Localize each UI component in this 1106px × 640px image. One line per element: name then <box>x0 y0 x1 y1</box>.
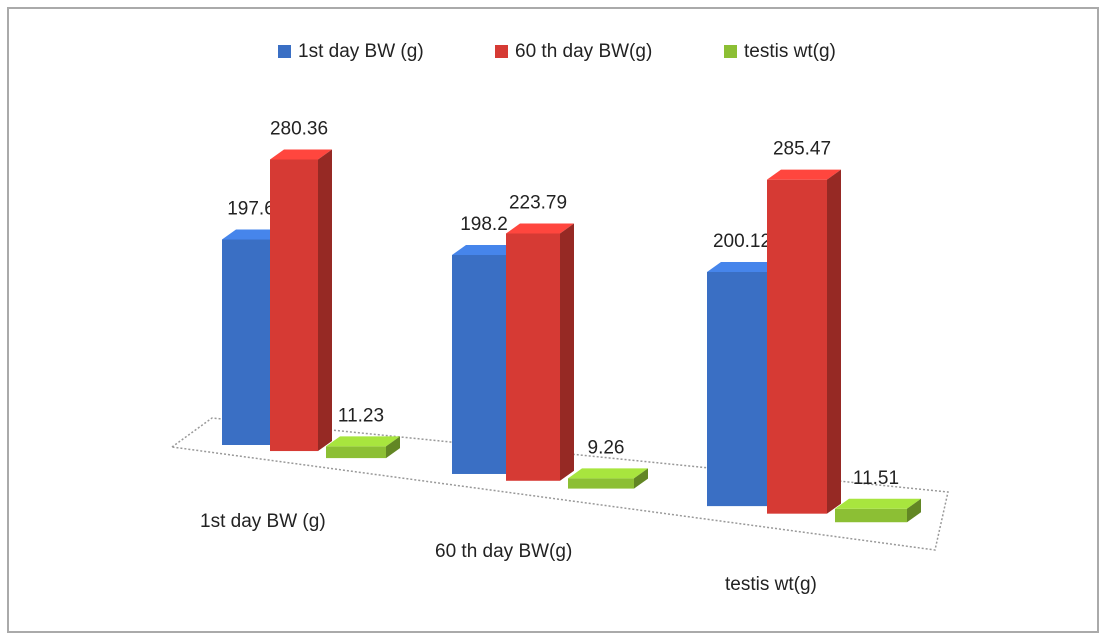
bar <box>326 436 400 459</box>
value-label: 198.2 <box>460 214 508 235</box>
bar-top <box>506 223 574 234</box>
bar-front <box>270 159 318 452</box>
bar-top <box>568 468 648 479</box>
value-label: 280.36 <box>270 118 328 139</box>
bar-front <box>222 239 270 445</box>
bar-front <box>452 254 506 474</box>
value-label: 9.26 <box>588 437 625 458</box>
value-label: 197.6 <box>227 199 275 220</box>
bar-side <box>318 149 332 452</box>
bar-side <box>907 498 921 523</box>
bar-side <box>827 169 841 514</box>
bar <box>767 169 841 514</box>
bar-front <box>326 446 386 459</box>
legend-label: 1st day BW (g) <box>298 41 424 62</box>
bar-front <box>506 233 560 481</box>
bar-side <box>634 468 648 489</box>
value-label: 223.79 <box>509 193 567 214</box>
bar <box>270 149 332 452</box>
legend-swatch <box>278 45 291 58</box>
floor <box>170 417 949 551</box>
legend-label: testis wt(g) <box>744 41 836 62</box>
value-label: 200.12 <box>713 231 771 252</box>
bar-side <box>386 436 400 459</box>
bar-top <box>326 436 400 447</box>
bar-side <box>560 223 574 481</box>
bar-top <box>270 149 332 160</box>
bar <box>835 498 921 523</box>
legend-label: 60 th day BW(g) <box>515 41 652 62</box>
legend-swatch <box>724 45 737 58</box>
category-label: 1st day BW (g) <box>200 511 326 532</box>
bar-top <box>767 169 841 180</box>
bar-top <box>222 229 284 240</box>
legend-swatch <box>495 45 508 58</box>
bar-front <box>568 478 634 489</box>
bar-front <box>767 179 827 514</box>
bar-top <box>452 244 520 255</box>
value-label: 11.51 <box>853 468 899 489</box>
bar-top <box>707 261 781 272</box>
value-label: 285.47 <box>773 139 831 160</box>
bar <box>568 468 648 489</box>
category-label: testis wt(g) <box>725 574 817 595</box>
category-label: 60 th day BW(g) <box>435 541 572 562</box>
bar-front <box>835 508 907 523</box>
bar-front <box>707 271 767 507</box>
bar <box>506 223 574 481</box>
value-label: 11.23 <box>338 405 384 426</box>
bar-top <box>835 498 921 509</box>
